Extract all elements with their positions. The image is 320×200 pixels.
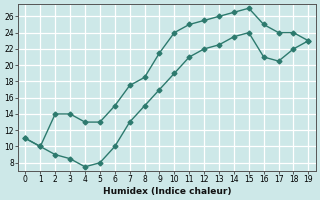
X-axis label: Humidex (Indice chaleur): Humidex (Indice chaleur) <box>103 187 231 196</box>
